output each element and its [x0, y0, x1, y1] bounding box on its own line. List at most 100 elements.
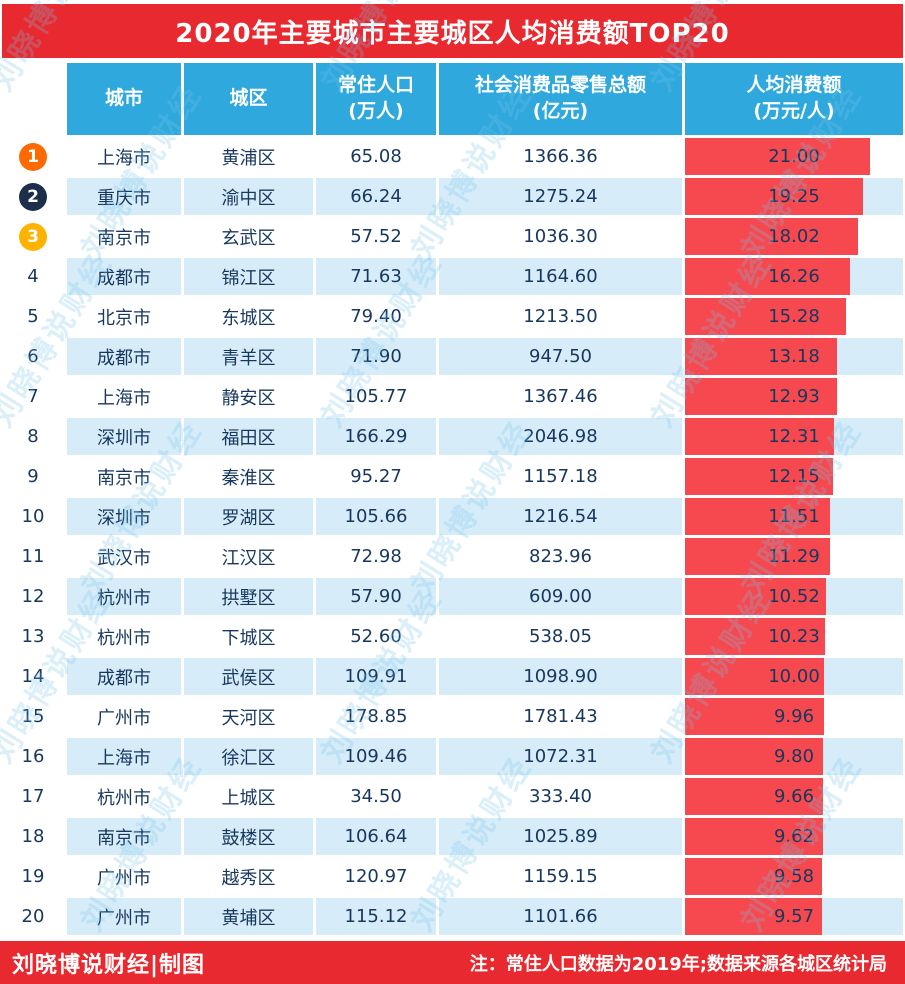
per-capita-value: 9.58 — [773, 866, 815, 887]
table-row: 15 广州市 天河区 178.85 1781.43 9.96 — [2, 698, 903, 735]
district-cell: 鼓楼区 — [184, 818, 313, 855]
rank-cell: 1 — [2, 138, 64, 175]
city-cell: 上海市 — [67, 138, 181, 175]
table-row: 20 广州市 黄埔区 115.12 1101.66 9.57 — [2, 898, 903, 935]
retail-cell: 538.05 — [439, 618, 682, 655]
per-capita-cell: 10.52 — [685, 578, 903, 615]
rank-cell: 19 — [21, 866, 45, 887]
district-cell: 天河区 — [184, 698, 313, 735]
per-capita-bar — [685, 898, 823, 935]
retail-cell: 1164.60 — [439, 258, 682, 295]
city-cell: 上海市 — [67, 738, 181, 775]
city-cell: 杭州市 — [67, 778, 181, 815]
per-capita-value: 9.66 — [773, 786, 815, 807]
city-cell: 南京市 — [67, 458, 181, 495]
table-row: 9 南京市 秦淮区 95.27 1157.18 12.15 — [2, 458, 903, 495]
per-capita-value: 12.93 — [768, 386, 820, 407]
district-cell: 渝中区 — [184, 178, 313, 215]
table-row: 2 重庆市 渝中区 66.24 1275.24 19.25 — [2, 178, 903, 215]
rank-cell: 6 — [27, 346, 39, 367]
page-title: 2020年主要城市主要城区人均消费额TOP20 — [175, 18, 730, 49]
city-cell: 成都市 — [67, 338, 181, 375]
per-capita-bar — [685, 218, 858, 255]
per-capita-cell: 12.93 — [685, 378, 903, 415]
retail-cell: 1025.89 — [439, 818, 682, 855]
per-capita-cell: 9.58 — [685, 858, 903, 895]
rank-badge: 1 — [19, 142, 47, 171]
table-row: 3 南京市 玄武区 57.52 1036.30 18.02 — [2, 218, 903, 255]
table-row: 17 杭州市 上城区 34.50 333.40 9.66 — [2, 778, 903, 815]
population-cell: 109.91 — [316, 658, 436, 695]
city-cell: 广州市 — [67, 858, 181, 895]
population-cell: 72.98 — [316, 538, 436, 575]
population-cell: 178.85 — [316, 698, 436, 735]
table-row: 7 上海市 静安区 105.77 1367.46 12.93 — [2, 378, 903, 415]
per-capita-cell: 11.29 — [685, 538, 903, 575]
city-cell: 广州市 — [67, 898, 181, 935]
per-capita-cell: 13.18 — [685, 338, 903, 375]
population-cell: 65.08 — [316, 138, 436, 175]
per-capita-bar — [685, 618, 826, 655]
header-retail-total: 社会消费品零售总额 (亿元) — [439, 63, 682, 135]
retail-cell: 1275.24 — [439, 178, 682, 215]
retail-cell: 1781.43 — [439, 698, 682, 735]
per-capita-bar — [685, 258, 851, 295]
city-cell: 杭州市 — [67, 618, 181, 655]
per-capita-value: 11.51 — [768, 506, 820, 527]
city-cell: 重庆市 — [67, 178, 181, 215]
city-cell: 武汉市 — [67, 538, 181, 575]
per-capita-value: 12.15 — [768, 466, 820, 487]
per-capita-cell: 16.26 — [685, 258, 903, 295]
population-cell: 66.24 — [316, 178, 436, 215]
header-city: 城市 — [67, 63, 181, 135]
per-capita-value: 13.18 — [768, 346, 820, 367]
per-capita-value: 21.00 — [768, 146, 820, 167]
city-cell: 南京市 — [67, 818, 181, 855]
table-row: 19 广州市 越秀区 120.97 1159.15 9.58 — [2, 858, 903, 895]
per-capita-cell: 10.23 — [685, 618, 903, 655]
rank-cell: 9 — [27, 466, 39, 487]
retail-cell: 1098.90 — [439, 658, 682, 695]
per-capita-bar — [685, 498, 831, 535]
rank-badge: 3 — [19, 222, 47, 251]
district-cell: 武侯区 — [184, 658, 313, 695]
per-capita-cell: 10.00 — [685, 658, 903, 695]
data-table: 城市 城区 常住人口 (万人) 社会消费品零售总额 (亿元) 人均消费额 (万元… — [0, 63, 905, 935]
population-cell: 52.60 — [316, 618, 436, 655]
per-capita-value: 16.26 — [768, 266, 820, 287]
retail-cell: 1159.15 — [439, 858, 682, 895]
per-capita-cell: 12.31 — [685, 418, 903, 455]
retail-cell: 2046.98 — [439, 418, 682, 455]
header-rank — [2, 63, 64, 135]
header-per-capita: 人均消费额 (万元/人) — [685, 63, 903, 135]
rank-cell: 15 — [21, 706, 45, 727]
city-cell: 上海市 — [67, 378, 181, 415]
per-capita-cell: 15.28 — [685, 298, 903, 335]
table-row: 14 成都市 武侯区 109.91 1098.90 10.00 — [2, 658, 903, 695]
retail-cell: 1036.30 — [439, 218, 682, 255]
per-capita-cell: 9.96 — [685, 698, 903, 735]
table-header-row: 城市 城区 常住人口 (万人) 社会消费品零售总额 (亿元) 人均消费额 (万元… — [2, 63, 903, 135]
district-cell: 福田区 — [184, 418, 313, 455]
per-capita-cell: 9.62 — [685, 818, 903, 855]
per-capita-cell: 19.25 — [685, 178, 903, 215]
rank-cell: 12 — [21, 586, 45, 607]
table-row: 10 深圳市 罗湖区 105.66 1216.54 11.51 — [2, 498, 903, 535]
table-row: 6 成都市 青羊区 71.90 947.50 13.18 — [2, 338, 903, 375]
per-capita-value: 12.31 — [768, 426, 820, 447]
rank-cell: 2 — [2, 178, 64, 215]
district-cell: 黄埔区 — [184, 898, 313, 935]
population-cell: 71.63 — [316, 258, 436, 295]
population-cell: 106.64 — [316, 818, 436, 855]
city-cell: 成都市 — [67, 658, 181, 695]
city-cell: 成都市 — [67, 258, 181, 295]
population-cell: 105.66 — [316, 498, 436, 535]
per-capita-value: 15.28 — [768, 306, 820, 327]
table-row: 4 成都市 锦江区 71.63 1164.60 16.26 — [2, 258, 903, 295]
rank-cell: 3 — [2, 218, 64, 255]
population-cell: 95.27 — [316, 458, 436, 495]
table-row: 13 杭州市 下城区 52.60 538.05 10.23 — [2, 618, 903, 655]
population-cell: 57.52 — [316, 218, 436, 255]
per-capita-cell: 18.02 — [685, 218, 903, 255]
